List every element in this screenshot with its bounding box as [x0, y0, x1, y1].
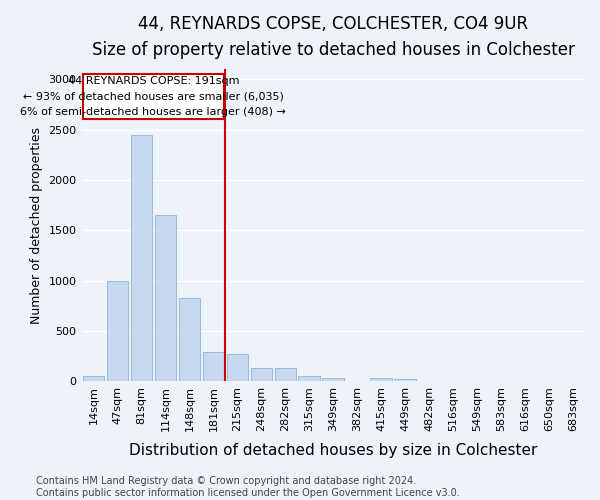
- FancyBboxPatch shape: [83, 74, 224, 118]
- Text: 44 REYNARDS COPSE: 191sqm
← 93% of detached houses are smaller (6,035)
6% of sem: 44 REYNARDS COPSE: 191sqm ← 93% of detac…: [20, 76, 286, 117]
- Title: 44, REYNARDS COPSE, COLCHESTER, CO4 9UR
Size of property relative to detached ho: 44, REYNARDS COPSE, COLCHESTER, CO4 9UR …: [92, 15, 575, 60]
- Bar: [83, 376, 104, 382]
- Bar: [227, 354, 248, 382]
- Bar: [275, 368, 296, 382]
- Bar: [179, 298, 200, 382]
- Bar: [131, 134, 152, 382]
- Text: Contains HM Land Registry data © Crown copyright and database right 2024.
Contai: Contains HM Land Registry data © Crown c…: [36, 476, 460, 498]
- Y-axis label: Number of detached properties: Number of detached properties: [30, 127, 43, 324]
- Bar: [322, 378, 344, 382]
- Bar: [155, 216, 176, 382]
- Bar: [251, 368, 272, 382]
- Bar: [298, 376, 320, 382]
- Bar: [107, 280, 128, 382]
- X-axis label: Distribution of detached houses by size in Colchester: Distribution of detached houses by size …: [129, 442, 538, 458]
- Bar: [394, 379, 416, 382]
- Bar: [370, 378, 392, 382]
- Bar: [203, 352, 224, 382]
